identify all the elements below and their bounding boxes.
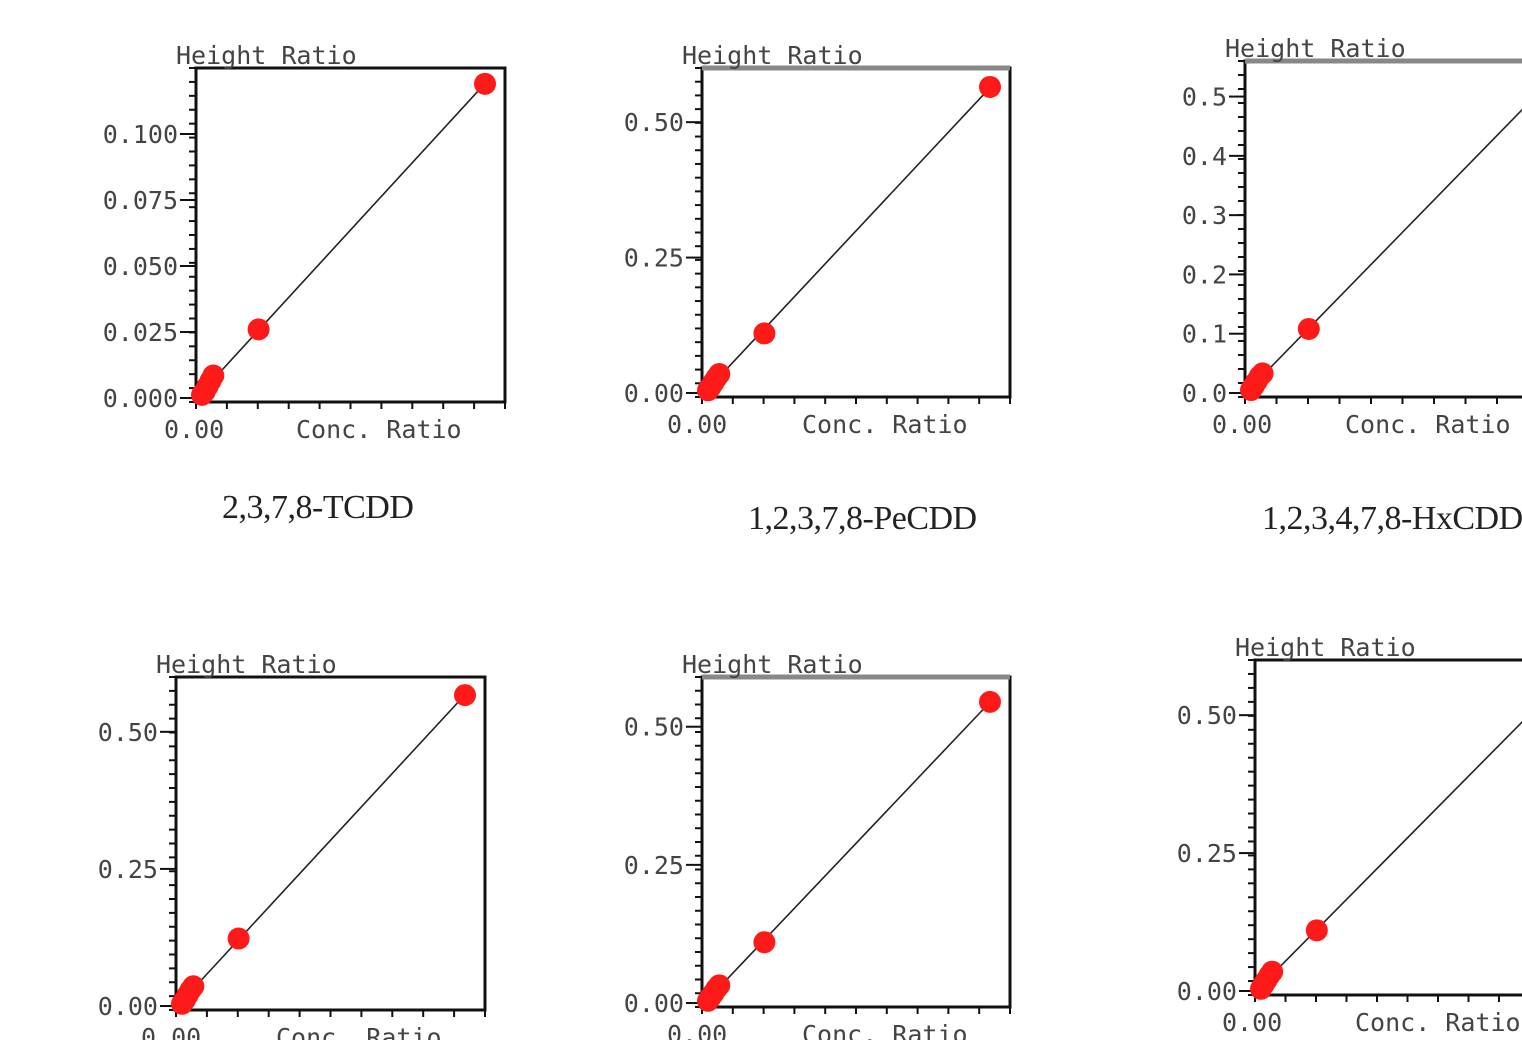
x-tick-label: 0.00 xyxy=(141,1023,201,1040)
y-tick-label: 0.025 xyxy=(103,318,178,347)
data-point xyxy=(1305,919,1328,942)
x-axis-label: Conc. Ratio xyxy=(276,1023,442,1040)
y-axis-label: Height Ratio xyxy=(682,650,863,679)
y-tick-label: 0.00 xyxy=(624,989,684,1018)
x-tick-label: 0.00 xyxy=(164,415,224,444)
fit-line xyxy=(201,76,492,393)
y-tick-label: 0.25 xyxy=(624,244,684,273)
data-point xyxy=(979,690,1001,713)
x-tick-label: 0.00 xyxy=(667,1020,727,1040)
data-point xyxy=(753,931,776,954)
plot-frame xyxy=(700,66,1012,399)
chart-0: 0.000 0.025 0.050 0.075 0.100 0.00 Height Rati… xyxy=(103,41,507,444)
data-point xyxy=(182,975,205,998)
x-axis-label: Conc. Ratio xyxy=(296,415,462,444)
y-axis-label: Height Ratio xyxy=(1225,34,1406,63)
x-tick-label: 0.00 xyxy=(667,410,727,439)
x-tick-label: 0.00 xyxy=(1212,410,1272,439)
fit-line xyxy=(1250,108,1522,389)
y-tick-label: 0.00 xyxy=(624,379,684,408)
x-axis-label: Conc. Ratio xyxy=(802,1020,968,1040)
y-tick-label: 0.000 xyxy=(103,384,178,413)
x-axis-label: Conc. Ratio xyxy=(1355,1008,1521,1037)
y-tick-label: 0.25 xyxy=(98,855,158,884)
y-tick-label: 0.2 xyxy=(1182,260,1227,289)
y-tick-label: 0.050 xyxy=(103,252,178,281)
y-tick-label: 0.100 xyxy=(103,120,178,149)
data-point xyxy=(708,974,731,997)
x-axis-label: Conc. Ratio xyxy=(1345,410,1511,439)
y-axis-label: Height Ratio xyxy=(176,41,357,70)
data-point xyxy=(1297,317,1320,340)
data-point xyxy=(227,927,250,950)
chart-4: 0.00 0.25 0.50 0.00 Height Ratio Conc. Ratio xyxy=(624,650,1012,1040)
x-axis-label: Conc. Ratio xyxy=(802,410,968,439)
y-axis-label: Height Ratio xyxy=(156,650,337,679)
y-tick-label: 0.25 xyxy=(624,851,684,880)
chart-2: 0.0 0.1 0.2 0.3 0.4 0.5 0.00 Height Ratio Conc. … xyxy=(1182,34,1522,439)
y-axis-label: Height Ratio xyxy=(682,41,863,70)
fit-line xyxy=(181,688,472,1002)
y-tick-label: 0.075 xyxy=(103,186,178,215)
data-point xyxy=(1261,960,1284,983)
plot-frame xyxy=(1243,59,1522,399)
y-tick-label: 0.4 xyxy=(1182,142,1227,171)
y-tick-label: 0.0 xyxy=(1182,379,1227,408)
data-point xyxy=(247,318,270,341)
data-point xyxy=(454,684,476,707)
chart-title-0: 2,3,7,8-TCDD xyxy=(222,489,414,526)
data-point xyxy=(202,364,225,387)
y-tick-label: 0.3 xyxy=(1182,201,1227,230)
x-tick-label: 0.00 xyxy=(1222,1008,1282,1037)
chart-3: 0.00 0.25 0.50 0.00 Height Ratio Conc. Ratio xyxy=(98,650,487,1040)
y-tick-label: 0.00 xyxy=(1177,977,1237,1006)
data-point xyxy=(979,75,1001,98)
y-tick-label: 0.50 xyxy=(624,108,684,137)
y-tick-label: 0.50 xyxy=(624,713,684,742)
plot-frame xyxy=(1253,658,1522,997)
fit-line xyxy=(1260,720,1522,987)
y-tick-label: 0.50 xyxy=(1177,701,1237,730)
y-axis-label: Height Ratio xyxy=(1235,633,1416,662)
y-tick-label: 0.1 xyxy=(1182,320,1227,349)
data-point xyxy=(753,322,776,345)
chart-title-2: 1,2,3,4,7,8-HxCDD xyxy=(1262,500,1522,537)
data-point xyxy=(708,363,731,386)
y-tick-label: 0.00 xyxy=(98,992,158,1021)
y-tick-label: 0.5 xyxy=(1182,83,1227,112)
data-point xyxy=(474,72,496,95)
plot-frame xyxy=(174,675,487,1012)
chart-title-1: 1,2,3,7,8-PeCDD xyxy=(748,500,977,537)
plot-frame xyxy=(194,66,507,404)
y-tick-label: 0.25 xyxy=(1177,839,1237,868)
chart-5: 0.00 0.25 0.50 0.00 Height Ratio Conc. Ratio xyxy=(1177,633,1522,1037)
data-point xyxy=(1251,362,1274,385)
y-tick-label: 0.50 xyxy=(98,718,158,747)
chart-1: 0.00 0.25 0.50 0.00 Height Ratio Conc. Ratio xyxy=(624,41,1012,439)
